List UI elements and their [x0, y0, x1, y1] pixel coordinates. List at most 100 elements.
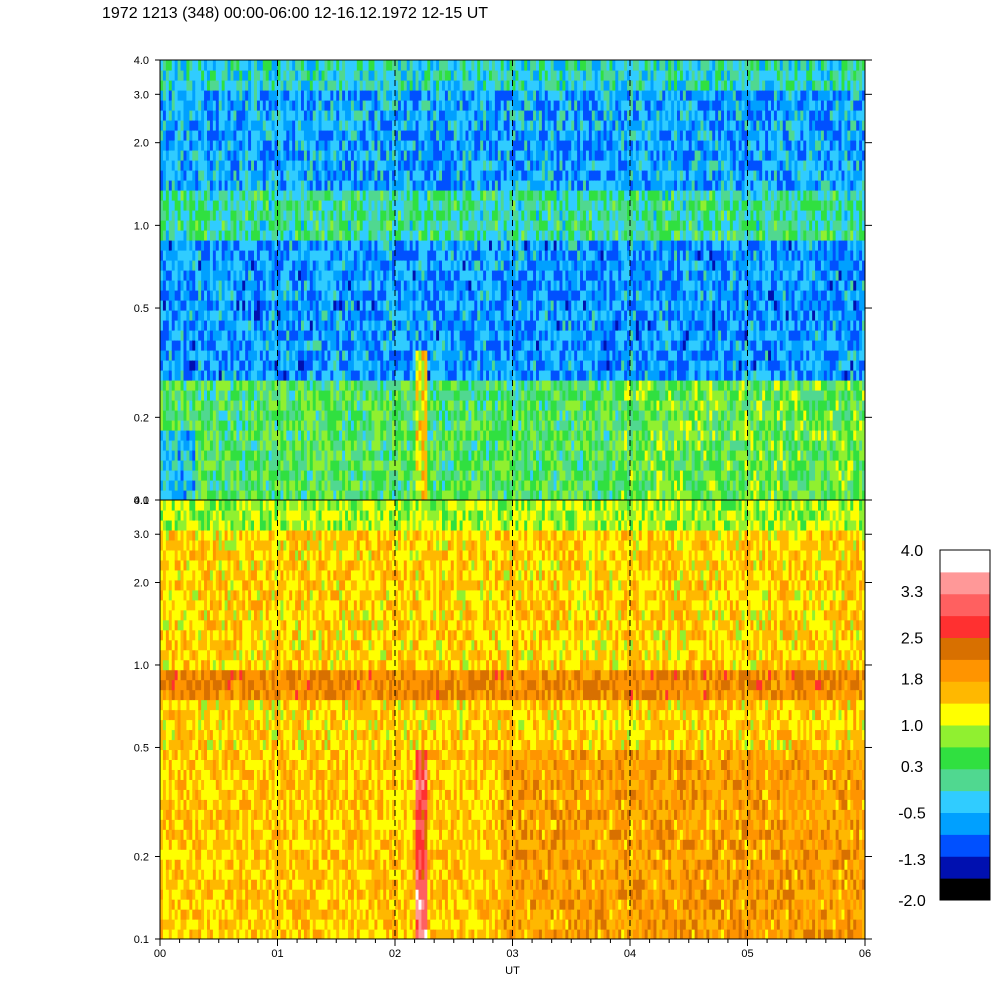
heatmap-cell [195, 280, 199, 291]
heatmap-cell [262, 490, 267, 500]
heatmap-cell [233, 460, 237, 471]
heatmap-cell [254, 400, 258, 411]
heatmap-cell [239, 180, 243, 191]
heatmap-cell [303, 100, 308, 111]
heatmap-cell [224, 370, 229, 381]
heatmap-cell [168, 470, 173, 481]
heatmap-cell [192, 190, 196, 201]
heatmap-cell [301, 300, 305, 311]
heatmap-cell [262, 350, 267, 361]
heatmap-cell [227, 240, 232, 251]
heatmap-cell [189, 470, 193, 481]
heatmap-cell [239, 460, 243, 471]
heatmap-cell [165, 180, 170, 191]
heatmap-cell [230, 430, 235, 441]
heatmap-cell [295, 340, 299, 351]
heatmap-cell [218, 240, 223, 251]
heatmap-cell [209, 420, 214, 431]
heatmap-cell [312, 430, 317, 441]
heatmap-cell [242, 410, 246, 421]
heatmap-cell [168, 440, 173, 451]
heatmap-cell [221, 310, 226, 321]
heatmap-cell [221, 400, 226, 411]
heatmap-cell [160, 280, 164, 291]
heatmap-cell [289, 300, 293, 311]
heatmap-cell [212, 190, 217, 201]
heatmap-cell [209, 240, 214, 251]
heatmap-cell [186, 420, 190, 431]
heatmap-cell [254, 480, 258, 491]
heatmap-cell [292, 340, 296, 351]
heatmap-cell [271, 370, 276, 381]
heatmap-cell [195, 350, 199, 361]
heatmap-cell [301, 70, 305, 81]
heatmap-cell [201, 70, 205, 81]
heatmap-cell [262, 130, 267, 141]
heatmap-cell [268, 260, 273, 271]
heatmap-cell [180, 420, 185, 431]
heatmap-cell [283, 160, 287, 171]
heatmap-cell [277, 100, 282, 111]
heatmap-cell [209, 60, 214, 71]
heatmap-cell [306, 240, 311, 251]
heatmap-cell [160, 70, 164, 81]
heatmap-cell [230, 330, 235, 341]
heatmap-cell [186, 360, 190, 371]
heatmap-cell [174, 260, 179, 271]
heatmap-cell [160, 60, 164, 71]
heatmap-cell [212, 120, 217, 131]
heatmap-cell [180, 250, 185, 261]
heatmap-cell [315, 490, 320, 500]
heatmap-cell [162, 330, 167, 341]
heatmap-cell [221, 200, 226, 211]
heatmap-cell [160, 170, 164, 181]
heatmap-cell [277, 250, 282, 261]
heatmap-cell [192, 250, 196, 261]
heatmap-cell [262, 330, 267, 341]
heatmap-cell [303, 310, 308, 321]
heatmap-cell [221, 90, 226, 101]
heatmap-cell [248, 320, 252, 331]
heatmap-cell [186, 260, 190, 271]
heatmap-cell [174, 430, 179, 441]
heatmap-cell [295, 360, 299, 371]
heatmap-cell [298, 220, 302, 231]
heatmap-cell [274, 410, 279, 421]
heatmap-cell [180, 410, 185, 421]
heatmap-cell [283, 390, 287, 401]
heatmap-cell [268, 360, 273, 371]
heatmap-cell [180, 330, 185, 341]
heatmap-cell [262, 470, 267, 481]
heatmap-cell [165, 260, 170, 271]
heatmap-cell [239, 470, 243, 481]
heatmap-cell [195, 90, 199, 101]
heatmap-cell [301, 200, 305, 211]
heatmap-cell [192, 380, 196, 391]
heatmap-cell [180, 170, 185, 181]
heatmap-cell [177, 90, 182, 101]
heatmap-cell [171, 160, 176, 171]
heatmap-cell [180, 100, 185, 111]
heatmap-cell [224, 250, 229, 261]
heatmap-cell [280, 300, 284, 311]
heatmap-cell [195, 410, 199, 421]
heatmap-cell [224, 150, 229, 161]
heatmap-cell [315, 220, 320, 231]
heatmap-cell [227, 120, 232, 131]
heatmap-cell [251, 420, 255, 431]
heatmap-cell [268, 340, 273, 351]
heatmap-cell [274, 210, 279, 221]
heatmap-cell [268, 370, 273, 381]
heatmap-cell [303, 480, 308, 491]
heatmap-cell [265, 380, 270, 391]
heatmap-cell [312, 130, 317, 141]
heatmap-cell [221, 370, 226, 381]
heatmap-cell [298, 410, 302, 421]
heatmap-cell [289, 310, 293, 321]
heatmap-cell [186, 350, 190, 361]
heatmap-cell [254, 140, 258, 151]
heatmap-cell [315, 120, 320, 131]
heatmap-cell [160, 210, 164, 221]
heatmap-cell [236, 230, 240, 241]
heatmap-cell [180, 390, 185, 401]
